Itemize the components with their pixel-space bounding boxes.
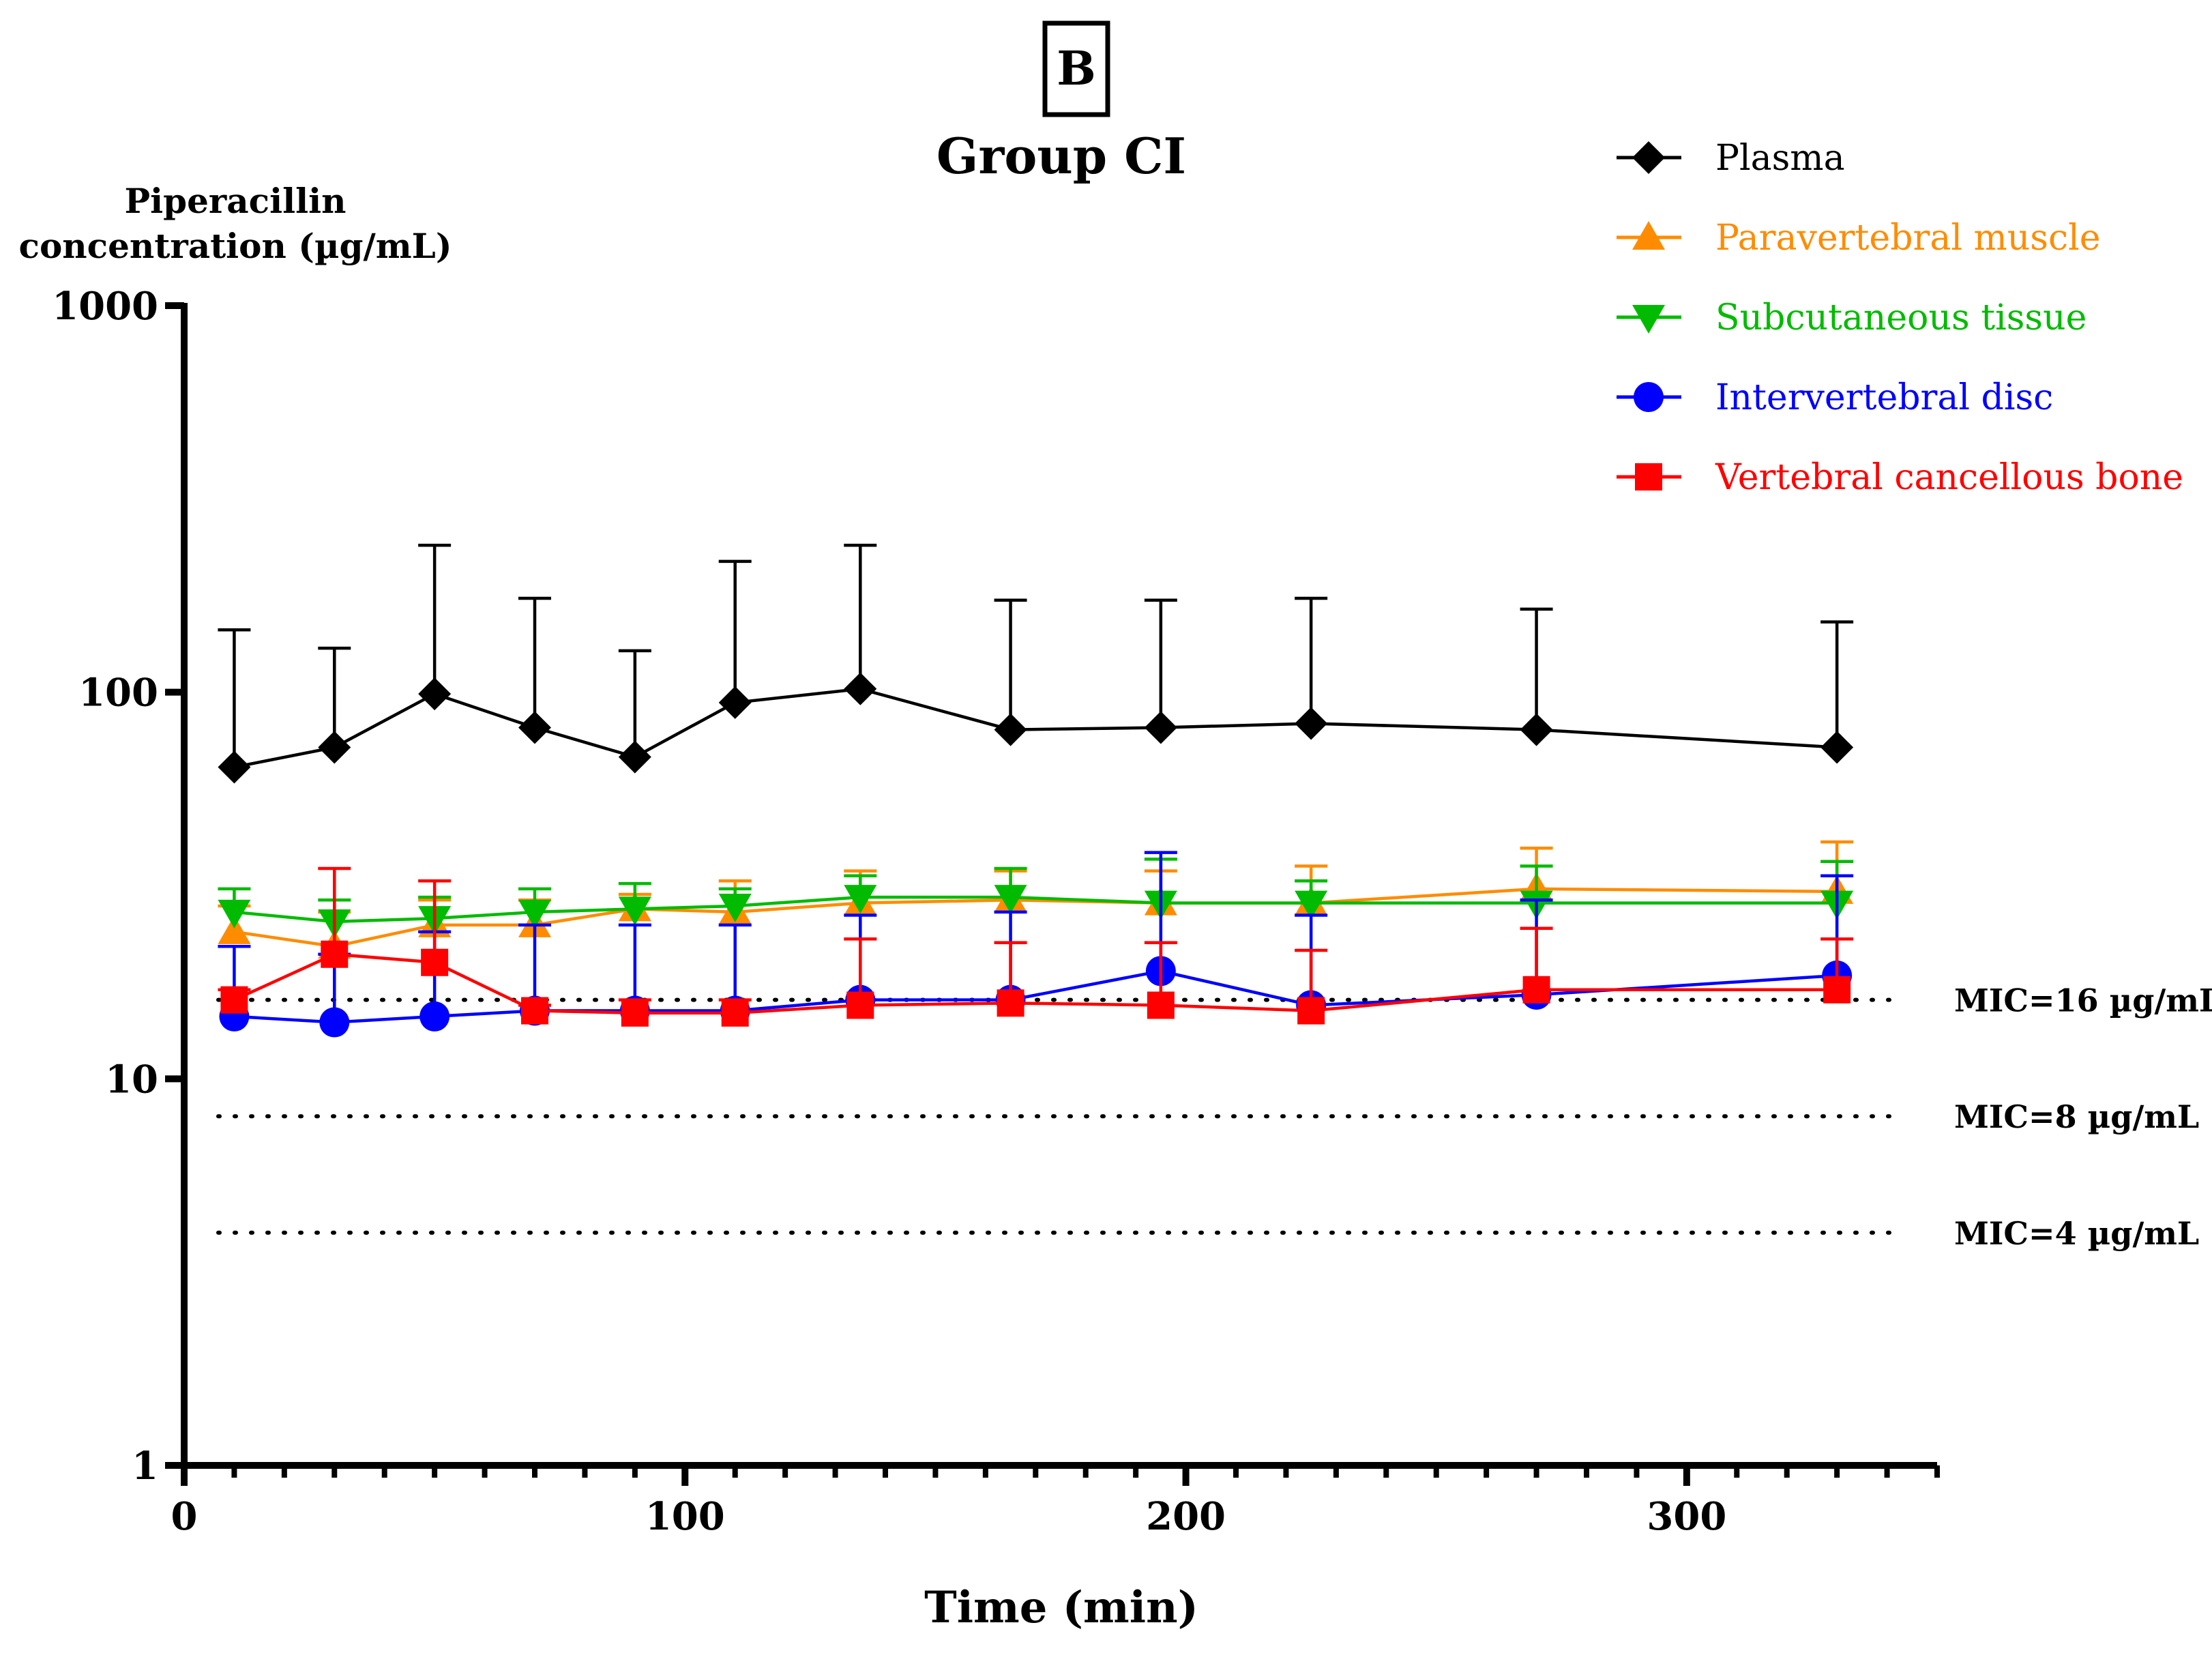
point-subcutaneous-tissue-5 [718,893,752,922]
point-plasma-0 [218,750,251,784]
point-vertebral-cancellous-bone-7 [997,989,1024,1017]
point-plasma-9 [1295,707,1328,740]
point-intervertebral-disc-2 [419,1001,450,1032]
mic-label-0: MIC=16 µg/mL [1954,982,2212,1019]
point-plasma-5 [718,686,752,719]
series-vertebral-cancellous-bone [218,866,1854,1027]
legend-marker-vertebral-cancellous-bone [1635,463,1662,491]
point-vertebral-cancellous-bone-8 [1147,991,1175,1019]
data-series [218,543,1854,1038]
x-tick-label-3: 300 [1647,1494,1726,1539]
series-paravertebral-muscle [218,840,1854,959]
mic-label-1: MIC=8 µg/mL [1954,1098,2199,1135]
x-tick-label-2: 200 [1146,1494,1226,1539]
panel-label: B [1057,42,1095,96]
y-tick-label-0: 1 [132,1444,158,1489]
point-vertebral-cancellous-bone-9 [1297,997,1325,1025]
point-subcutaneous-tissue-4 [618,896,651,926]
axes: 1 10 100 1000 0 100 200 300 [52,284,1940,1539]
point-plasma-4 [618,740,651,774]
legend: Plasma Paravertebral muscle Subcutaneous t… [1617,138,2183,498]
point-paravertebral-muscle-0 [218,915,251,944]
series-line-intervertebral-disc [234,969,1838,1024]
point-vertebral-cancellous-bone-5 [721,999,749,1027]
series-line-paravertebral-muscle [234,887,1838,948]
point-subcutaneous-tissue-3 [518,899,551,928]
chart-title: Group CI [937,127,1186,185]
mic-label-2: MIC=4 µg/mL [1954,1215,2199,1252]
point-vertebral-cancellous-bone-10 [1522,976,1550,1004]
legend-label-subcutaneous-tissue: Subcutaneous tissue [1715,297,2086,338]
legend-label-plasma: Plasma [1715,138,1845,179]
point-plasma-8 [1144,711,1177,744]
series-intervertebral-disc [218,851,1854,1038]
point-subcutaneous-tissue-9 [1295,890,1328,920]
legend-label-paravertebral-muscle: Paravertebral muscle [1715,218,2101,259]
point-vertebral-cancellous-bone-3 [521,997,548,1025]
point-plasma-3 [518,711,551,744]
point-vertebral-cancellous-bone-11 [1823,976,1851,1004]
point-plasma-2 [418,677,452,711]
legend-marker-paravertebral-muscle [1632,221,1665,250]
x-axis-label: Time (min) [924,1582,1198,1633]
legend-label-vertebral-cancellous-bone: Vertebral cancellous bone [1715,457,2183,498]
point-vertebral-cancellous-bone-0 [220,986,248,1014]
point-intervertebral-disc-1 [319,1007,350,1038]
y-axis-label-line1: Piperacillin [125,181,346,221]
point-vertebral-cancellous-bone-1 [321,940,349,968]
y-tick-label-1: 10 [105,1057,158,1102]
point-subcutaneous-tissue-7 [994,885,1027,914]
x-tick-label-1: 100 [645,1494,725,1539]
point-plasma-6 [844,672,877,705]
point-vertebral-cancellous-bone-2 [421,948,449,976]
legend-marker-intervertebral-disc [1634,382,1664,412]
legend-marker-subcutaneous-tissue [1632,305,1665,334]
point-subcutaneous-tissue-0 [218,899,251,928]
series-plasma [218,543,1854,784]
point-plasma-7 [994,713,1027,746]
legend-label-intervertebral-disc: Intervertebral disc [1715,377,2053,418]
point-vertebral-cancellous-bone-4 [621,999,649,1027]
y-tick-label-3: 1000 [52,284,158,329]
point-plasma-10 [1520,713,1553,746]
panel-label-box [1042,20,1110,117]
legend-marker-plasma [1632,141,1665,174]
y-axis-label-line2: concentration (µg/mL) [19,226,452,266]
x-tick-label-0: 0 [171,1494,198,1539]
y-tick-label-2: 100 [78,671,158,716]
series-line-subcutaneous-tissue [234,895,1838,924]
point-plasma-11 [1820,731,1854,764]
series-line-vertebral-cancellous-bone [233,952,1838,1015]
point-vertebral-cancellous-bone-6 [846,991,874,1019]
point-plasma-1 [318,731,351,764]
point-subcutaneous-tissue-6 [844,885,877,914]
series-line-plasma [233,687,1838,769]
mic-reference-lines: MIC=16 µg/mL MIC=8 µg/mL MIC=4 µg/mL [216,982,2212,1252]
